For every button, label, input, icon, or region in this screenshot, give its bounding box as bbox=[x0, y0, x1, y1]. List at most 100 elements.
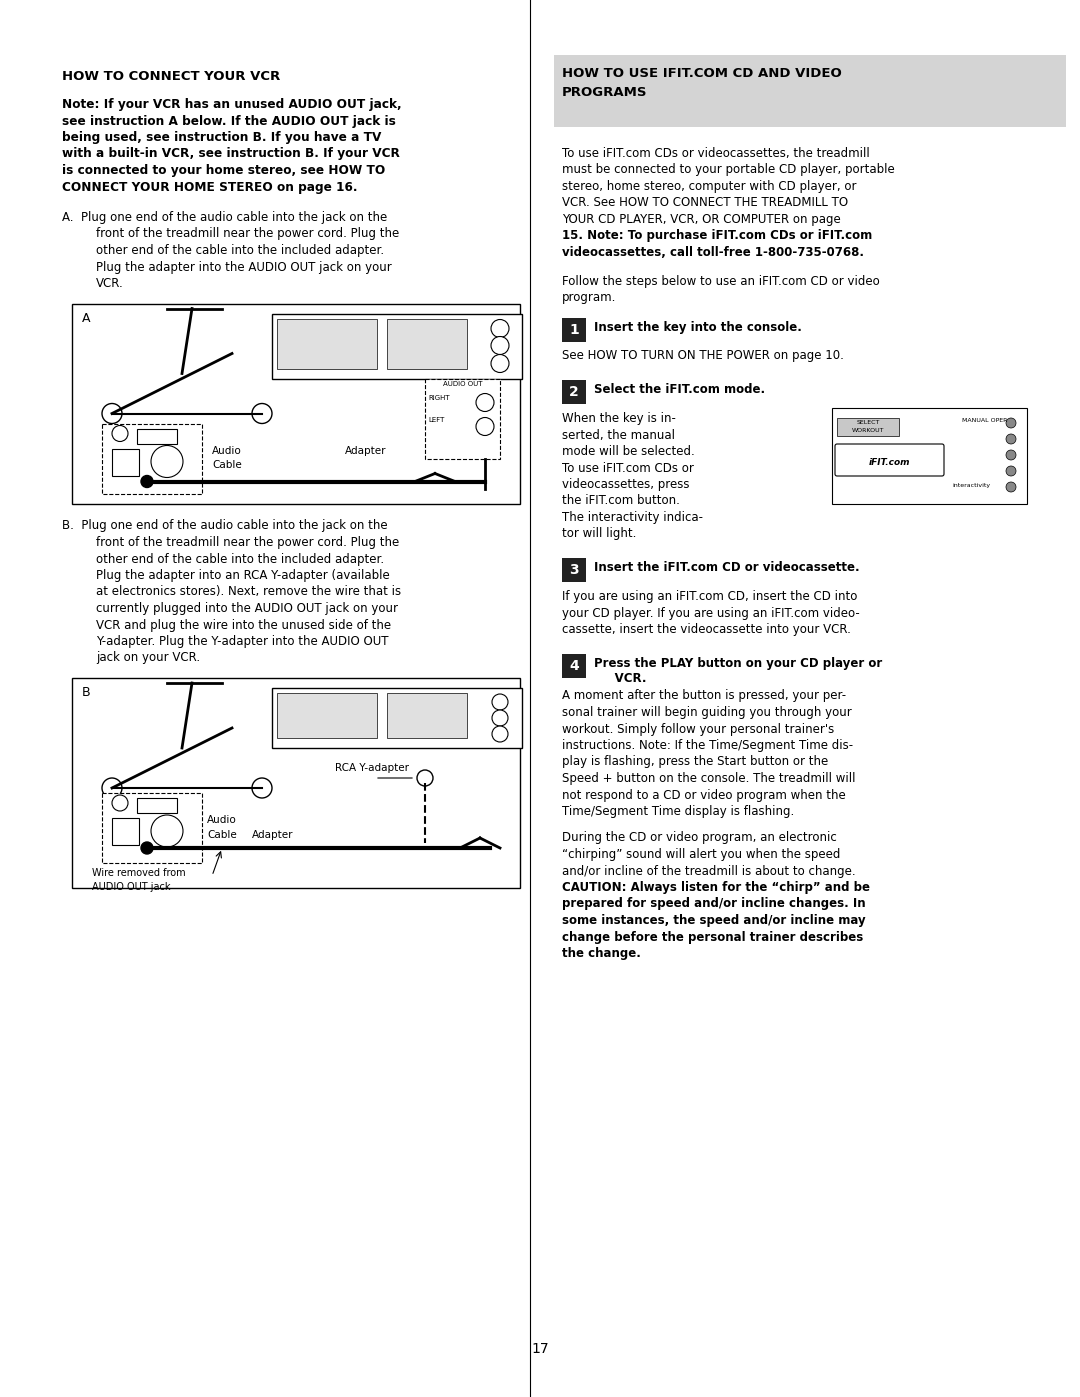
Text: play is flashing, press the Start button or the: play is flashing, press the Start button… bbox=[562, 756, 828, 768]
Text: PROGRAMS: PROGRAMS bbox=[562, 85, 648, 99]
Circle shape bbox=[141, 842, 153, 854]
Bar bbox=[72, 303, 519, 503]
Text: WORKOUT: WORKOUT bbox=[852, 427, 885, 433]
Text: with a built-in VCR, see instruction B. If your VCR: with a built-in VCR, see instruction B. … bbox=[62, 148, 400, 161]
Text: During the CD or video program, an electronic: During the CD or video program, an elect… bbox=[562, 831, 837, 845]
Text: currently plugged into the AUDIO OUT jack on your: currently plugged into the AUDIO OUT jac… bbox=[96, 602, 399, 615]
Circle shape bbox=[417, 770, 433, 787]
Text: Insert the key into the console.: Insert the key into the console. bbox=[594, 320, 801, 334]
Text: 2: 2 bbox=[569, 386, 579, 400]
Circle shape bbox=[1005, 482, 1016, 492]
Text: Audio: Audio bbox=[207, 814, 237, 826]
Text: Speed + button on the console. The treadmill will: Speed + button on the console. The tread… bbox=[562, 773, 855, 785]
Text: VCR. See HOW TO CONNECT THE TREADMILL TO: VCR. See HOW TO CONNECT THE TREADMILL TO bbox=[562, 197, 848, 210]
Text: Adapter: Adapter bbox=[345, 446, 387, 455]
Text: RCA Y-adapter: RCA Y-adapter bbox=[335, 763, 409, 773]
Text: VCR.: VCR. bbox=[96, 277, 124, 291]
Text: front of the treadmill near the power cord. Plug the: front of the treadmill near the power co… bbox=[96, 536, 400, 549]
Text: 4: 4 bbox=[569, 658, 579, 672]
Text: AUDIO OUT: AUDIO OUT bbox=[443, 380, 483, 387]
Text: Note: If your VCR has an unused AUDIO OUT jack,: Note: If your VCR has an unused AUDIO OU… bbox=[62, 98, 402, 110]
Text: other end of the cable into the included adapter.: other end of the cable into the included… bbox=[96, 552, 384, 566]
Text: 15. Note: To purchase iFIT.com CDs or iFIT.com: 15. Note: To purchase iFIT.com CDs or iF… bbox=[562, 229, 873, 243]
Text: stereo, home stereo, computer with CD player, or: stereo, home stereo, computer with CD pl… bbox=[562, 180, 856, 193]
Text: Press the PLAY button on your CD player or
     VCR.: Press the PLAY button on your CD player … bbox=[594, 657, 882, 685]
Text: prepared for speed and/or incline changes. In: prepared for speed and/or incline change… bbox=[562, 897, 866, 911]
Text: serted, the manual: serted, the manual bbox=[562, 429, 675, 441]
Circle shape bbox=[1005, 434, 1016, 444]
Bar bbox=[276, 693, 377, 738]
Bar bbox=[102, 793, 202, 863]
Text: CAUTION: Always listen for the “chirp” and be: CAUTION: Always listen for the “chirp” a… bbox=[562, 882, 870, 894]
Bar bbox=[112, 819, 139, 845]
Text: see instruction A below. If the AUDIO OUT jack is: see instruction A below. If the AUDIO OU… bbox=[62, 115, 396, 127]
Text: jack on your VCR.: jack on your VCR. bbox=[96, 651, 200, 665]
Text: To use iFIT.com CDs or: To use iFIT.com CDs or bbox=[562, 461, 693, 475]
Text: Plug the adapter into the AUDIO OUT jack on your: Plug the adapter into the AUDIO OUT jack… bbox=[96, 260, 392, 274]
Text: not respond to a CD or video program when the: not respond to a CD or video program whe… bbox=[562, 788, 846, 802]
Text: being used, see instruction B. If you have a TV: being used, see instruction B. If you ha… bbox=[62, 131, 381, 144]
Circle shape bbox=[476, 418, 494, 436]
Bar bbox=[72, 678, 519, 888]
Bar bbox=[426, 379, 500, 458]
Bar bbox=[387, 319, 467, 369]
Text: The interactivity indica-: The interactivity indica- bbox=[562, 511, 703, 524]
Text: 1: 1 bbox=[569, 323, 579, 337]
Bar bbox=[276, 319, 377, 369]
Circle shape bbox=[1005, 450, 1016, 460]
Circle shape bbox=[492, 726, 508, 742]
Text: the iFIT.com button.: the iFIT.com button. bbox=[562, 495, 680, 507]
Circle shape bbox=[112, 426, 129, 441]
Text: Time/Segment Time display is flashing.: Time/Segment Time display is flashing. bbox=[562, 805, 794, 819]
Text: change before the personal trainer describes: change before the personal trainer descr… bbox=[562, 930, 863, 943]
Circle shape bbox=[476, 394, 494, 412]
Text: program.: program. bbox=[562, 291, 617, 305]
Circle shape bbox=[491, 337, 509, 355]
Text: 3: 3 bbox=[569, 563, 579, 577]
Text: Cable: Cable bbox=[207, 830, 237, 840]
Bar bbox=[837, 418, 899, 436]
Bar bbox=[832, 408, 1027, 504]
Text: interactivity: interactivity bbox=[951, 483, 990, 488]
Bar bbox=[562, 380, 586, 404]
Circle shape bbox=[112, 795, 129, 812]
Bar bbox=[562, 557, 586, 583]
Text: When the key is in-: When the key is in- bbox=[562, 412, 676, 425]
Circle shape bbox=[492, 710, 508, 726]
FancyBboxPatch shape bbox=[835, 444, 944, 476]
Text: CONNECT YOUR HOME STEREO on page 16.: CONNECT YOUR HOME STEREO on page 16. bbox=[62, 180, 357, 194]
Text: YOUR CD PLAYER, VCR, OR COMPUTER on page: YOUR CD PLAYER, VCR, OR COMPUTER on page bbox=[562, 212, 840, 226]
Text: Wire removed from: Wire removed from bbox=[92, 868, 186, 877]
Circle shape bbox=[1005, 418, 1016, 427]
Bar bbox=[137, 429, 177, 443]
Bar bbox=[562, 317, 586, 341]
Text: iFIT.com: iFIT.com bbox=[868, 458, 909, 467]
Circle shape bbox=[151, 814, 183, 847]
Bar bbox=[272, 313, 522, 379]
Bar bbox=[554, 54, 1066, 127]
Text: HOW TO USE IFIT.COM CD AND VIDEO: HOW TO USE IFIT.COM CD AND VIDEO bbox=[562, 67, 841, 80]
Text: To use iFIT.com CDs or videocassettes, the treadmill: To use iFIT.com CDs or videocassettes, t… bbox=[562, 147, 869, 161]
Text: Insert the iFIT.com CD or videocassette.: Insert the iFIT.com CD or videocassette. bbox=[594, 562, 860, 574]
Text: the change.: the change. bbox=[562, 947, 640, 960]
Text: other end of the cable into the included adapter.: other end of the cable into the included… bbox=[96, 244, 384, 257]
Bar bbox=[102, 423, 202, 493]
Text: workout. Simply follow your personal trainer's: workout. Simply follow your personal tra… bbox=[562, 722, 834, 735]
Text: cassette, insert the videocassette into your VCR.: cassette, insert the videocassette into … bbox=[562, 623, 851, 636]
Bar bbox=[137, 798, 177, 813]
Text: mode will be selected.: mode will be selected. bbox=[562, 446, 694, 458]
Text: Select the iFIT.com mode.: Select the iFIT.com mode. bbox=[594, 383, 765, 395]
Text: tor will light.: tor will light. bbox=[562, 528, 636, 541]
Bar bbox=[387, 693, 467, 738]
Circle shape bbox=[1005, 467, 1016, 476]
Text: MANUAL OPER: MANUAL OPER bbox=[962, 418, 1008, 423]
Text: A: A bbox=[82, 312, 91, 324]
Text: front of the treadmill near the power cord. Plug the: front of the treadmill near the power co… bbox=[96, 228, 400, 240]
Text: 17: 17 bbox=[531, 1343, 549, 1356]
Text: at electronics stores). Next, remove the wire that is: at electronics stores). Next, remove the… bbox=[96, 585, 401, 598]
Text: A.  Plug one end of the audio cable into the jack on the: A. Plug one end of the audio cable into … bbox=[62, 211, 388, 224]
Text: Adapter: Adapter bbox=[252, 830, 294, 840]
Text: See HOW TO TURN ON THE POWER on page 10.: See HOW TO TURN ON THE POWER on page 10. bbox=[562, 349, 843, 362]
Text: Y-adapter. Plug the Y-adapter into the AUDIO OUT: Y-adapter. Plug the Y-adapter into the A… bbox=[96, 636, 389, 648]
Text: SELECT: SELECT bbox=[856, 420, 880, 425]
